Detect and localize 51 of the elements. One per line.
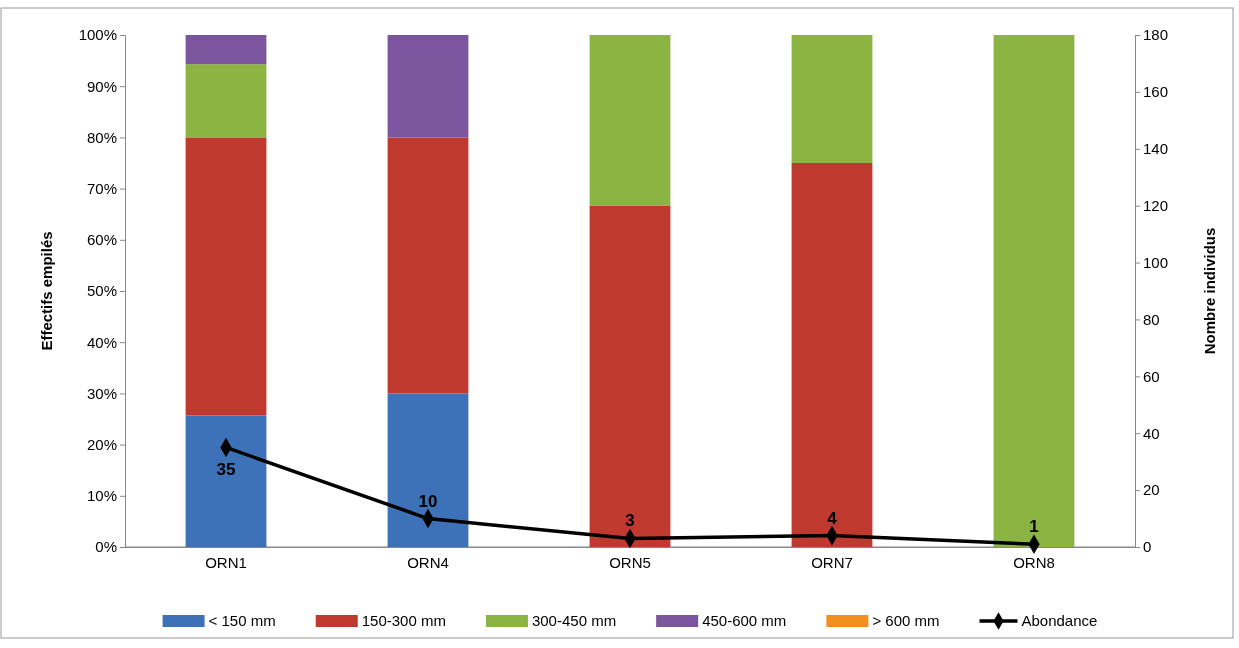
bar — [387, 137, 469, 394]
x-tick-label: ORN1 — [205, 553, 247, 571]
y2-tick-label: 40 — [1143, 424, 1160, 442]
y-tick-label: 100% — [78, 26, 117, 44]
bar — [185, 35, 267, 65]
x-tick-label: ORN4 — [407, 553, 449, 571]
bar — [185, 415, 267, 547]
y2-tick-label: 140 — [1143, 140, 1169, 158]
x-tick-label: ORN8 — [1013, 553, 1055, 571]
bar — [791, 163, 873, 547]
y2-axis-title: Nombre individus — [1201, 227, 1218, 355]
y2-tick-label: 160 — [1143, 83, 1169, 101]
y-tick-label: 10% — [86, 487, 117, 505]
y-tick-label: 30% — [86, 384, 117, 402]
y2-tick-label: 180 — [1143, 26, 1169, 44]
y2-tick-label: 20 — [1143, 481, 1160, 499]
bar — [993, 35, 1075, 547]
bar — [185, 64, 267, 138]
data-label: 10 — [418, 491, 438, 511]
legend-label: 450-600 mm — [702, 612, 787, 629]
bar — [387, 393, 469, 547]
legend-label: > 600 mm — [872, 612, 940, 629]
y-tick-label: 50% — [86, 282, 117, 300]
legend-label: 150-300 mm — [361, 612, 446, 629]
y-tick-label: 70% — [86, 179, 117, 197]
bar — [791, 35, 873, 163]
legend-label: 300-450 mm — [531, 612, 617, 629]
y2-tick-label: 100 — [1143, 253, 1169, 271]
y-tick-label: 40% — [86, 333, 117, 351]
data-label: 35 — [216, 460, 236, 480]
legend-label: Abondance — [1021, 612, 1098, 629]
y-tick-label: 20% — [86, 435, 117, 453]
data-label: 3 — [625, 511, 635, 531]
data-label: 1 — [1029, 517, 1039, 537]
y-tick-label: 0% — [95, 538, 117, 556]
y2-tick-label: 80 — [1143, 310, 1160, 328]
legend-label: < 150 mm — [208, 612, 276, 629]
bar — [185, 137, 267, 416]
bar — [387, 35, 469, 138]
y-axis-title: Effectifs empilés — [38, 231, 55, 351]
y2-tick-label: 0 — [1143, 538, 1152, 556]
bar — [589, 205, 671, 547]
bar — [589, 35, 671, 206]
y-tick-label: 80% — [86, 128, 117, 146]
y2-tick-label: 120 — [1143, 196, 1169, 214]
data-label: 4 — [827, 508, 838, 528]
y-tick-label: 90% — [86, 77, 117, 95]
x-tick-label: ORN5 — [609, 553, 651, 571]
x-tick-label: ORN7 — [811, 553, 853, 571]
y-tick-label: 60% — [86, 231, 117, 249]
y2-tick-label: 60 — [1143, 367, 1160, 385]
